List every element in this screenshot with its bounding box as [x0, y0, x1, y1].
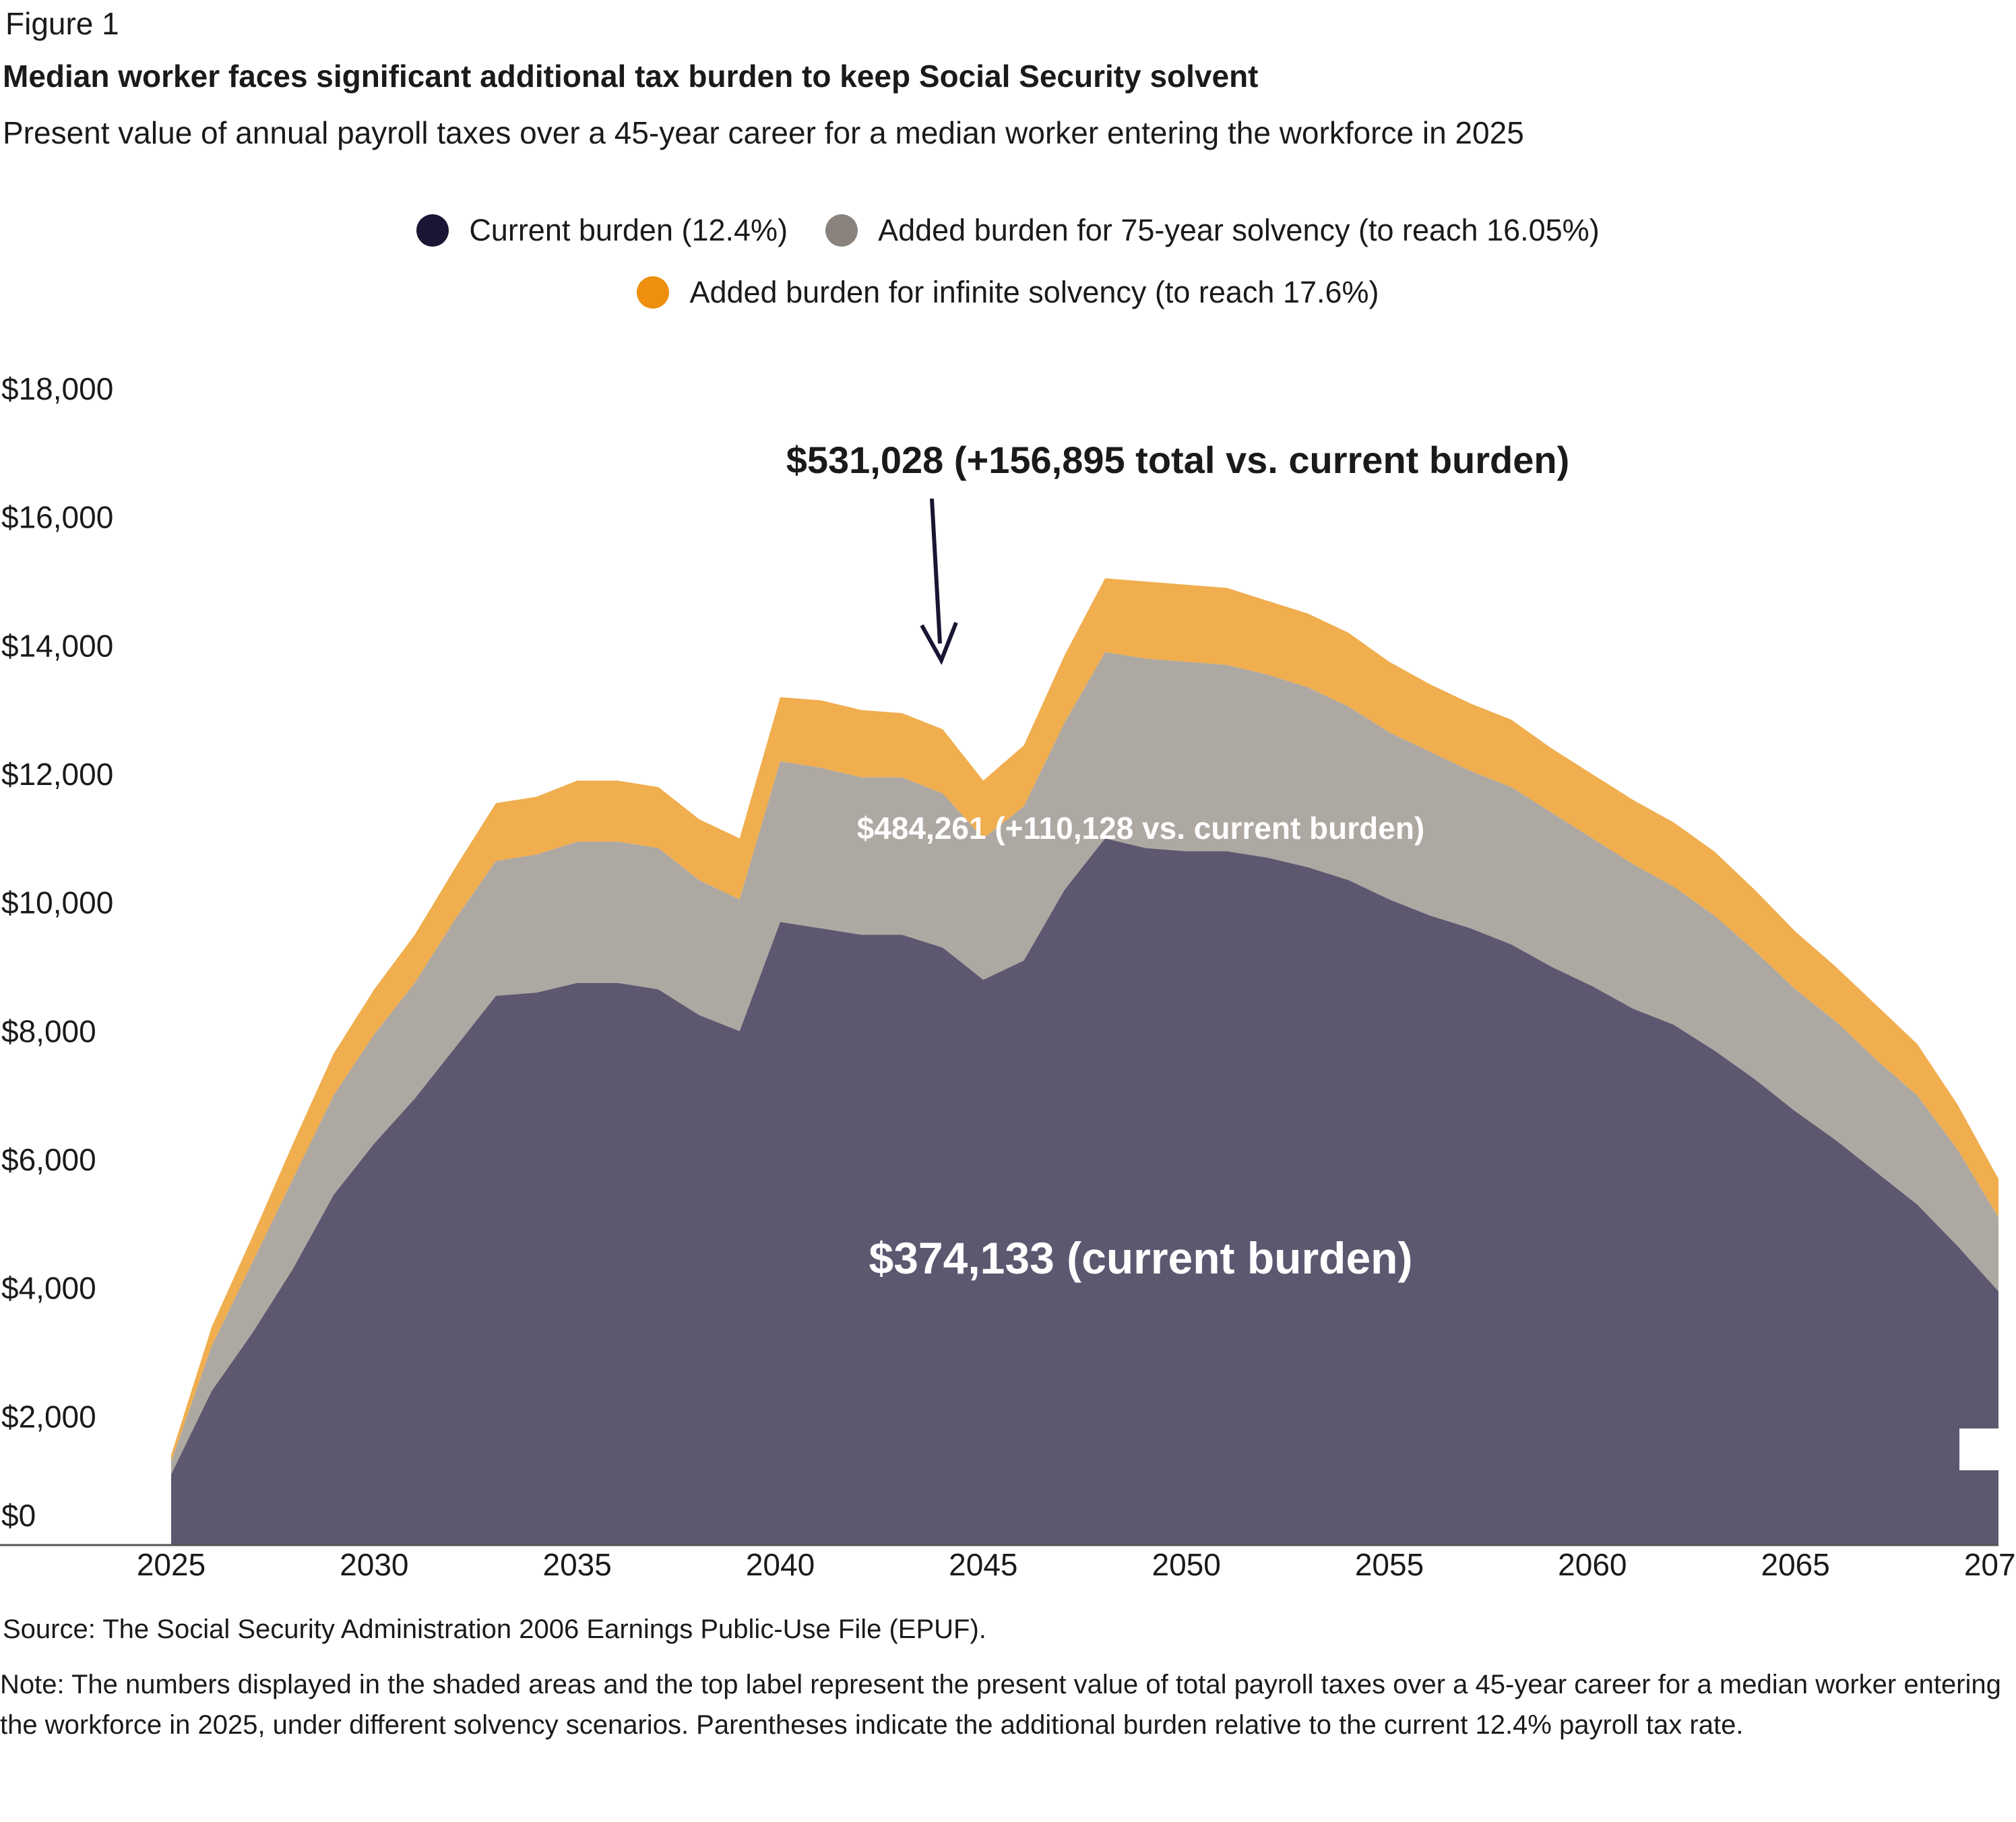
- area-current-burden: [171, 838, 1998, 1545]
- stacked-area-chart: $0 $2,000 $4,000 $6,000 $8,000 $10,000 $12,000…: [0, 371, 2016, 1582]
- legend-item-current: Current burden (12.4%): [416, 213, 788, 248]
- annotation-bottom-current: $374,133 (current burden): [869, 1233, 1413, 1283]
- y-tick-label: $10,000: [1, 885, 113, 920]
- chart-title: Median worker faces significant addition…: [3, 59, 1259, 94]
- area-layers: [171, 578, 1998, 1545]
- x-tick-label: 2030: [340, 1547, 408, 1582]
- legend-row-1: Current burden (12.4%) Added burden for …: [0, 213, 2016, 248]
- chart-subtitle: Present value of annual payroll taxes ov…: [3, 115, 1524, 150]
- axes: $0 $2,000 $4,000 $6,000 $8,000 $10,000 $12,000…: [0, 371, 2016, 1582]
- y-tick-label: $6,000: [1, 1142, 96, 1177]
- area-infinite-solvency: [171, 578, 1998, 1462]
- x-tick-label: 2040: [746, 1547, 815, 1582]
- legend-item-infinite: Added burden for infinite solvency (to r…: [637, 275, 1379, 310]
- y-tick-label: $12,000: [1, 757, 113, 792]
- annotation-middle-75-year: $484,261 (+110,128 vs. current burden): [857, 811, 1425, 846]
- legend-swatch-current: [416, 214, 449, 247]
- x-tick-label: 2050: [1152, 1547, 1220, 1582]
- annotation-top-total: $531,028 (+156,895 total vs. current bur…: [786, 439, 1570, 481]
- legend-label-infinite: Added burden for infinite solvency (to r…: [689, 275, 1379, 309]
- y-tick-label: $0: [1, 1498, 36, 1533]
- x-tick-label: 2065: [1761, 1547, 1829, 1582]
- white-patch: [1959, 1428, 2000, 1470]
- y-tick-label: $2,000: [1, 1399, 96, 1434]
- x-tick-label: 2025: [137, 1547, 206, 1582]
- y-tick-label: $8,000: [1, 1013, 96, 1048]
- legend-label-current: Current burden (12.4%): [469, 213, 788, 247]
- annotation-arrow-shaft: [930, 498, 942, 644]
- y-tick-label: $4,000: [1, 1271, 96, 1306]
- annotations: $531,028 (+156,895 total vs. current bur…: [786, 439, 2000, 1470]
- legend-item-75-year: Added burden for 75-year solvency (to re…: [825, 213, 1600, 248]
- x-tick-label: 2035: [542, 1547, 611, 1582]
- note-text: Note: The numbers displayed in the shade…: [0, 1670, 2001, 1740]
- y-tick-label: $18,000: [1, 371, 113, 406]
- x-tick-label: 2070: [1964, 1547, 2016, 1582]
- source-text: Source: The Social Security Administrati…: [3, 1614, 986, 1644]
- annotation-arrow-head: [920, 621, 958, 666]
- x-tick-label: 2055: [1355, 1547, 1424, 1582]
- legend-swatch-75-year: [825, 214, 858, 247]
- y-tick-label: $14,000: [1, 628, 113, 663]
- y-tick-label: $16,000: [1, 500, 113, 535]
- area-75-year-solvency: [171, 652, 1998, 1475]
- x-tick-label: 2045: [949, 1547, 1017, 1582]
- x-tick-label: 2060: [1558, 1547, 1627, 1582]
- figure-label: Figure 1: [5, 6, 119, 41]
- legend-swatch-infinite: [637, 276, 670, 309]
- legend-label-75-year: Added burden for 75-year solvency (to re…: [878, 213, 1600, 247]
- legend-row-2: Added burden for infinite solvency (to r…: [0, 275, 2016, 310]
